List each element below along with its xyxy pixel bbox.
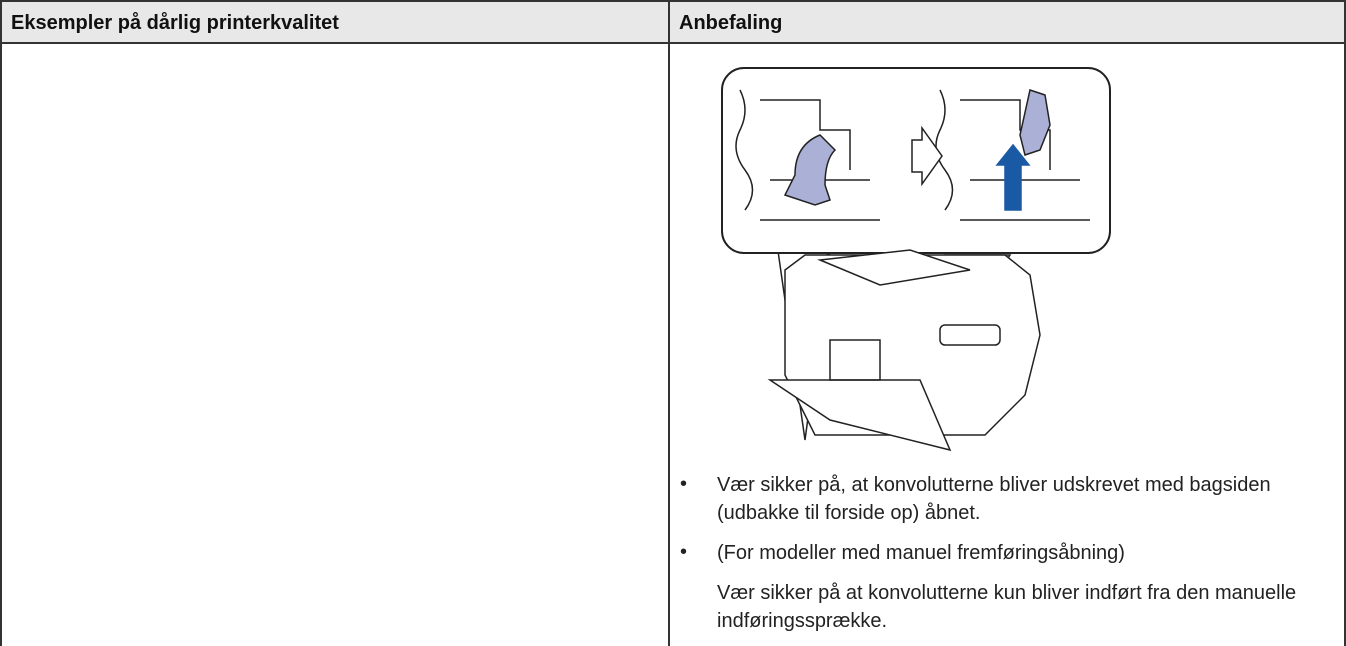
- border: [1344, 0, 1346, 646]
- header-cell: Eksempler på dårlig printerkvalitet: [1, 0, 669, 44]
- border: [0, 0, 2, 646]
- list-item: (For modeller med manuel fremføringsåbni…: [717, 542, 1125, 564]
- paragraph: Vær sikker på at konvolutterne kun blive…: [717, 582, 1297, 632]
- header-cell: Anbefaling: [669, 0, 1345, 44]
- bullet: •: [680, 541, 688, 563]
- list-item: Vær sikker på, at konvolutterne bliver u…: [717, 474, 1271, 524]
- illustration: [721, 67, 1111, 452]
- border: [668, 0, 670, 646]
- bullet: •: [680, 473, 688, 495]
